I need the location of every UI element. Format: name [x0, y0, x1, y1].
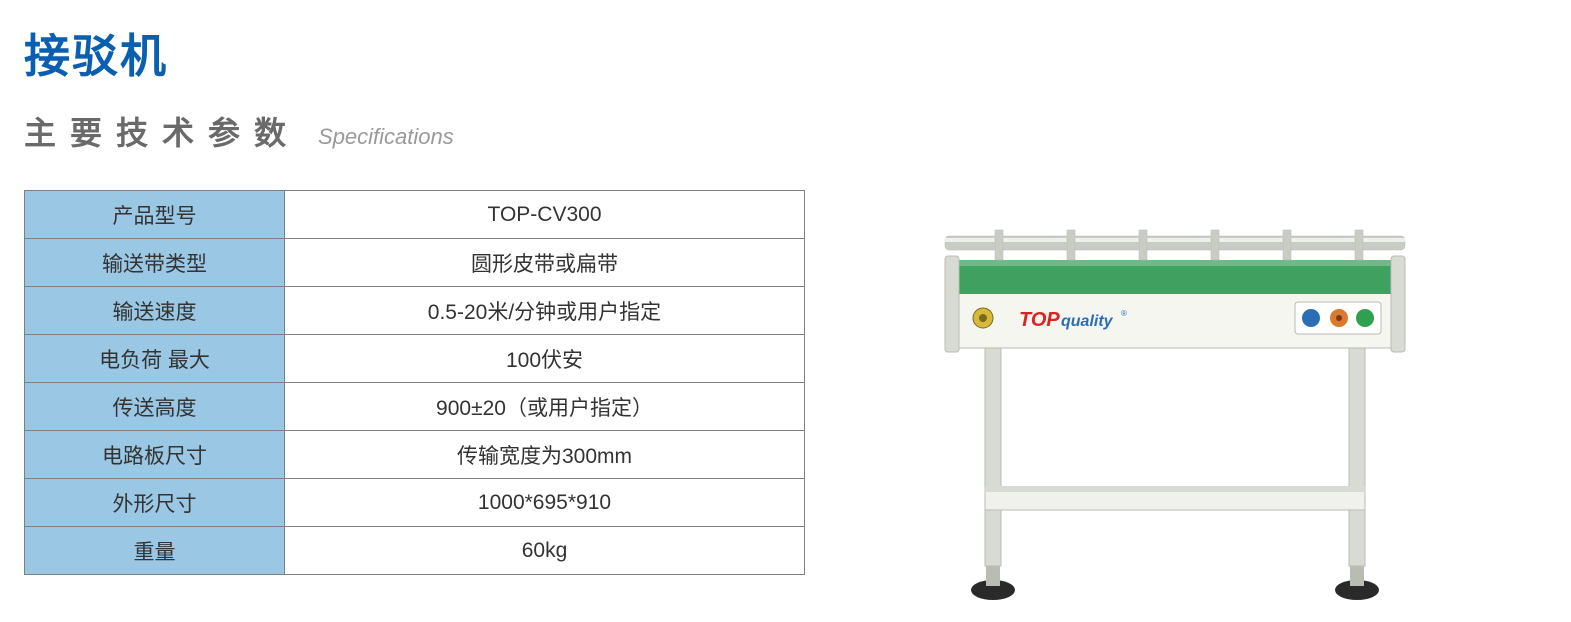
spec-value: 900±20（或用户指定）	[285, 383, 805, 431]
spec-value: 圆形皮带或扁带	[285, 239, 805, 287]
table-row: 传送高度900±20（或用户指定）	[25, 383, 805, 431]
spec-table: 产品型号TOP-CV300输送带类型圆形皮带或扁带输送速度0.5-20米/分钟或…	[24, 190, 805, 575]
product-image: TOPquality ®	[925, 190, 1425, 610]
spec-value: 100伏安	[285, 335, 805, 383]
spec-label: 电路板尺寸	[25, 431, 285, 479]
spec-value: TOP-CV300	[285, 191, 805, 239]
spec-label: 重量	[25, 527, 285, 575]
svg-text:®: ®	[1121, 309, 1127, 318]
spec-value: 传输宽度为300mm	[285, 431, 805, 479]
table-row: 电负荷 最大100伏安	[25, 335, 805, 383]
subtitle-cn: 主要技术参数	[24, 108, 300, 154]
spec-label: 产品型号	[25, 191, 285, 239]
spec-value: 60kg	[285, 527, 805, 575]
page-title: 接驳机	[24, 20, 1547, 86]
spec-label: 外形尺寸	[25, 479, 285, 527]
table-row: 外形尺寸1000*695*910	[25, 479, 805, 527]
conveyor-illustration: TOPquality ®	[925, 190, 1425, 610]
table-row: 电路板尺寸传输宽度为300mm	[25, 431, 805, 479]
table-row: 重量60kg	[25, 527, 805, 575]
spec-label: 电负荷 最大	[25, 335, 285, 383]
spec-value: 1000*695*910	[285, 479, 805, 527]
spec-label: 输送带类型	[25, 239, 285, 287]
svg-text:quality: quality	[1061, 313, 1114, 330]
table-row: 输送带类型圆形皮带或扁带	[25, 239, 805, 287]
spec-label: 传送高度	[25, 383, 285, 431]
spec-label: 输送速度	[25, 287, 285, 335]
spec-value: 0.5-20米/分钟或用户指定	[285, 287, 805, 335]
content-row: 产品型号TOP-CV300输送带类型圆形皮带或扁带输送速度0.5-20米/分钟或…	[24, 190, 1547, 610]
svg-text:TOP: TOP	[1019, 309, 1060, 331]
subtitle-en: Specifications	[318, 124, 454, 150]
table-row: 输送速度0.5-20米/分钟或用户指定	[25, 287, 805, 335]
table-row: 产品型号TOP-CV300	[25, 191, 805, 239]
subtitle-row: 主要技术参数 Specifications	[24, 108, 1547, 154]
